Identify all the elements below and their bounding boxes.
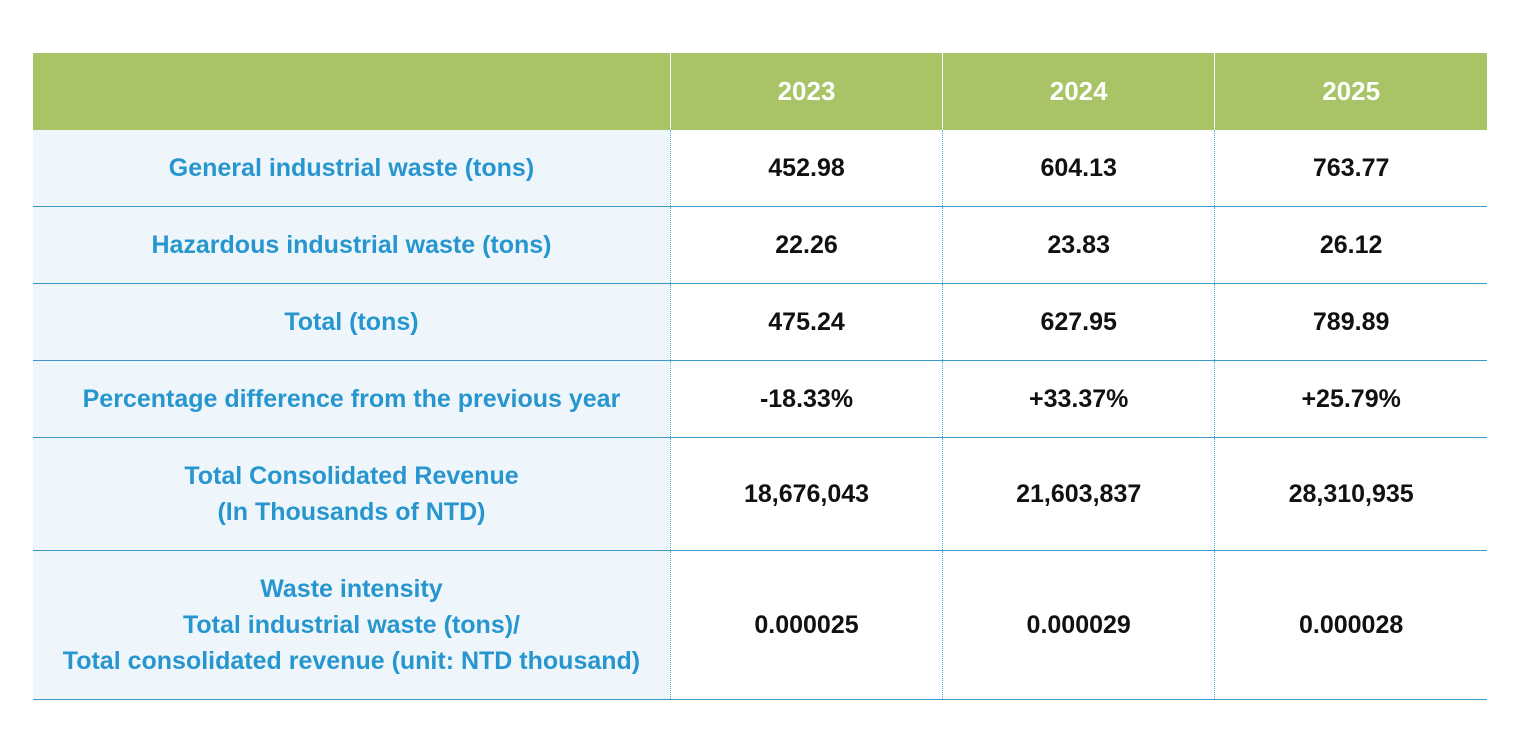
- table-cell: 627.95: [942, 283, 1215, 361]
- row-label: Waste intensity Total industrial waste (…: [33, 550, 671, 700]
- table-cell: 0.000025: [669, 550, 943, 700]
- table-cell: 26.12: [1214, 206, 1487, 284]
- table-cell: -18.33%: [669, 360, 943, 438]
- row-label-line: General industrial waste (tons): [168, 154, 535, 182]
- table-cell: 763.77: [1214, 130, 1487, 207]
- header-corner-cell: [33, 53, 671, 130]
- waste-data-table: 2023 2024 2025 General industrial waste …: [33, 53, 1487, 700]
- table-row-total: Total (tons) 475.24 627.95 789.89: [33, 283, 1487, 361]
- header-year-2024: 2024: [942, 53, 1215, 130]
- row-label-line: Waste intensity: [260, 575, 443, 603]
- table-cell: +25.79%: [1214, 360, 1487, 438]
- row-label: Total Consolidated Revenue (In Thousands…: [33, 437, 671, 551]
- header-year-2023: 2023: [669, 53, 943, 130]
- header-row: 2023 2024 2025: [33, 53, 1487, 130]
- table-row-waste-intensity: Waste intensity Total industrial waste (…: [33, 550, 1487, 700]
- header-year-2025: 2025: [1214, 53, 1487, 130]
- table-cell: 0.000029: [942, 550, 1215, 700]
- row-label-line: Total Consolidated Revenue: [184, 462, 519, 490]
- row-label-line: (In Thousands of NTD): [217, 498, 486, 526]
- table-cell: 0.000028: [1214, 550, 1487, 700]
- table-cell: 23.83: [942, 206, 1215, 284]
- table-cell: 789.89: [1214, 283, 1487, 361]
- table-cell: 22.26: [669, 206, 943, 284]
- table-cell: 604.13: [942, 130, 1215, 207]
- row-label-line: Total consolidated revenue (unit: NTD th…: [62, 647, 641, 675]
- table-cell: 21,603,837: [942, 437, 1215, 551]
- row-label: Total (tons): [33, 283, 671, 361]
- table-cell: 452.98: [669, 130, 943, 207]
- row-label: Hazardous industrial waste (tons): [33, 206, 671, 284]
- row-label-line: Total industrial waste (tons)/: [182, 611, 520, 639]
- row-label: General industrial waste (tons): [33, 130, 671, 207]
- table-row-percentage-difference: Percentage difference from the previous …: [33, 360, 1487, 438]
- table-cell: 18,676,043: [669, 437, 943, 551]
- table-row-consolidated-revenue: Total Consolidated Revenue (In Thousands…: [33, 437, 1487, 551]
- table-cell: +33.37%: [942, 360, 1215, 438]
- row-label-line: Total (tons): [284, 308, 419, 336]
- row-label-line: Percentage difference from the previous …: [82, 385, 621, 413]
- row-label: Percentage difference from the previous …: [33, 360, 671, 438]
- table-cell: 28,310,935: [1214, 437, 1487, 551]
- table-row-hazardous-waste: Hazardous industrial waste (tons) 22.26 …: [33, 206, 1487, 284]
- row-label-line: Hazardous industrial waste (tons): [151, 231, 552, 259]
- table-row-general-waste: General industrial waste (tons) 452.98 6…: [33, 130, 1487, 207]
- table-cell: 475.24: [669, 283, 943, 361]
